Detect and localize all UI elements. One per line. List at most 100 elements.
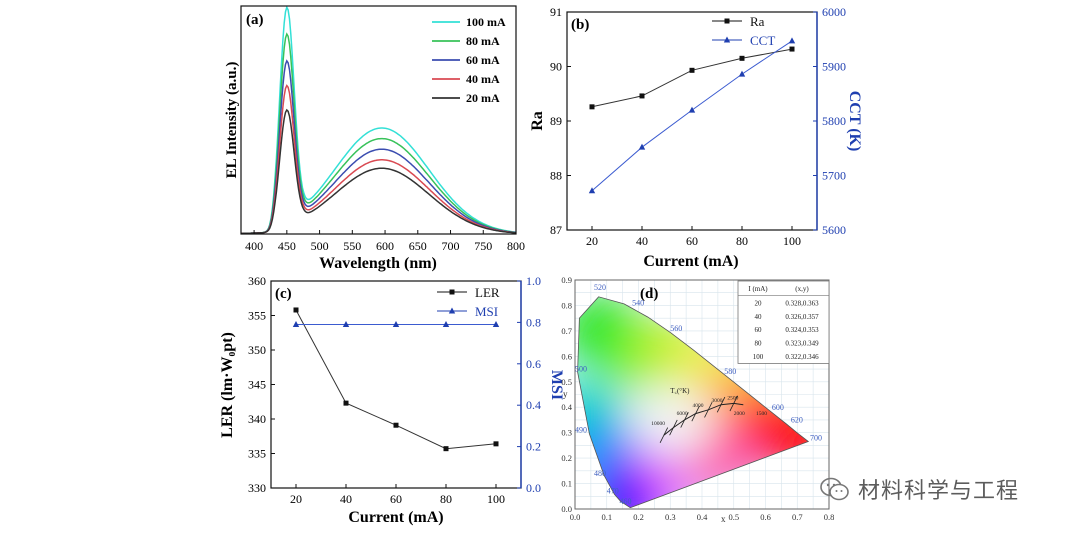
table-cell: 40 (755, 313, 763, 321)
panel-b-x-axis-label: Current (mA) (643, 253, 738, 270)
x-tick-label: 80 (440, 492, 452, 506)
panel-d-label: (d) (640, 286, 658, 302)
table-cell: 80 (755, 340, 763, 348)
y-tick-label: 0.0 (561, 504, 572, 514)
x-tick-label: 100 (783, 234, 801, 248)
y2-tick-label: 5900 (822, 60, 846, 74)
x-tick-label: 60 (390, 492, 402, 506)
y-tick-label: 345 (248, 378, 266, 392)
legend-label: 100 mA (466, 15, 506, 29)
x-tick-label: 700 (442, 239, 460, 253)
y-tick-label: 89 (550, 114, 562, 128)
cct-label: 2000 (734, 411, 745, 417)
data-point-cct (688, 106, 696, 113)
y2-tick-label: 1.0 (526, 274, 541, 288)
y2-tick-label: 6000 (822, 5, 846, 19)
series-line-cct (591, 40, 793, 192)
y-tick-label: 91 (550, 5, 562, 19)
data-point-ra (739, 55, 745, 61)
x-tick-label: 0.8 (824, 512, 835, 522)
y-tick-label: 350 (248, 343, 266, 357)
spectrum-line-60-ma (241, 59, 516, 234)
data-point-ler (443, 446, 449, 452)
panel-d-x-axis-label: x (721, 514, 726, 524)
x-tick-label: 550 (343, 239, 361, 253)
cct-label: 1500 (756, 411, 767, 417)
y2-tick-label: 0.8 (526, 315, 541, 329)
x-tick-label: 40 (636, 234, 648, 248)
wavelength-label: 540 (632, 298, 644, 307)
wechat-icon (820, 477, 849, 501)
wavelength-label: 620 (791, 415, 803, 424)
data-point-msi (442, 320, 450, 327)
table-cell: 20 (755, 299, 763, 307)
legend-label: CCT (750, 33, 775, 48)
y-tick-label: 355 (248, 309, 266, 323)
panel-d-cie-diagram: T꜀(°K) 10000 6000 4000 3000 2500 2000 1500 46047… (561, 275, 835, 524)
color-blob (638, 384, 715, 461)
y-tick-label: 88 (550, 169, 562, 183)
panel-c-legend: LER MSI (437, 285, 500, 319)
panel-c-ler-msi: 20 40 60 80 100 330 335 340 345 350 355 360 0.0 0.2 0.… (219, 274, 565, 526)
data-point-ler (493, 441, 499, 447)
legend-marker (724, 18, 730, 24)
x-tick-label: 650 (409, 239, 427, 253)
wavelength-label: 470 (607, 487, 619, 496)
y-tick-label: 0.1 (561, 479, 572, 489)
isotemperature-line (704, 401, 713, 418)
panel-a-x-axis-label: Wavelength (nm) (319, 255, 437, 272)
y2-tick-label: 0.4 (526, 398, 541, 412)
panel-b-ra-cct: 20 40 60 80 100 87 88 89 90 91 5600 5700 5800 5900 600… (529, 5, 863, 270)
data-point-msi (342, 320, 350, 327)
table-header-cell: (x,y) (795, 285, 809, 293)
data-point-cct (788, 37, 796, 44)
wavelength-label: 490 (575, 426, 587, 435)
table-cell: 0.324,0.353 (785, 326, 819, 334)
panel-a-label: (a) (246, 12, 264, 28)
cct-label: 6000 (677, 411, 688, 417)
x-tick-label: 60 (686, 234, 698, 248)
x-tick-label: 80 (736, 234, 748, 248)
panel-c-label: (c) (275, 286, 292, 302)
y-tick-label: 360 (248, 274, 266, 288)
series-line-ler (295, 309, 497, 450)
y-tick-label: 0.8 (561, 300, 572, 310)
legend-label: 80 mA (466, 34, 500, 48)
planckian-locus (663, 402, 744, 436)
x-tick-label: 450 (278, 239, 296, 253)
table-cell: 0.328,0.363 (785, 299, 819, 307)
cct-label: 3000 (712, 398, 723, 404)
y-tick-label: 87 (550, 223, 562, 237)
x-tick-label: 400 (245, 239, 263, 253)
panel-c-y2-axis-label: MSI (548, 370, 565, 400)
x-tick-label: 100 (487, 492, 505, 506)
y-tick-label: 0.4 (561, 402, 572, 412)
data-point-cct (588, 187, 596, 194)
panel-a-legend: 100 mA 80 mA 60 mA 40 mA 20 mA (432, 15, 506, 105)
x-tick-label: 0.2 (633, 512, 644, 522)
y2-tick-label: 0.6 (526, 357, 541, 371)
y2-tick-label: 0.2 (526, 440, 541, 454)
panel-a-spectrum: 400 450 500 550 600 650 700 750 800 (a) EL Inten… (224, 5, 525, 272)
wavelength-label: 600 (772, 403, 784, 412)
x-tick-label: 0.5 (728, 512, 739, 522)
cct-label: 10000 (651, 421, 665, 427)
panel-d-y-axis-label: y (563, 389, 568, 399)
y-tick-label: 0.9 (561, 275, 572, 285)
panel-a-frame (240, 5, 517, 235)
panel-b-y2-axis-label: CCT (K) (846, 91, 863, 152)
y-tick-label: 0.6 (561, 351, 572, 361)
y-tick-label: 0.3 (561, 428, 572, 438)
wavelength-label: 520 (594, 283, 606, 292)
y-tick-label: 340 (248, 412, 266, 426)
table-box (737, 280, 830, 364)
isotemperature-line (691, 405, 700, 422)
x-tick-label: 750 (474, 239, 492, 253)
legend-label: 40 mA (466, 72, 500, 86)
watermark: 材料科学与工程 (820, 472, 1019, 506)
table-cell: 0.323,0.349 (785, 340, 819, 348)
wavelength-label: 460 (619, 497, 631, 506)
x-tick-label: 20 (290, 492, 302, 506)
watermark-text: 材料科学与工程 (858, 479, 1020, 504)
